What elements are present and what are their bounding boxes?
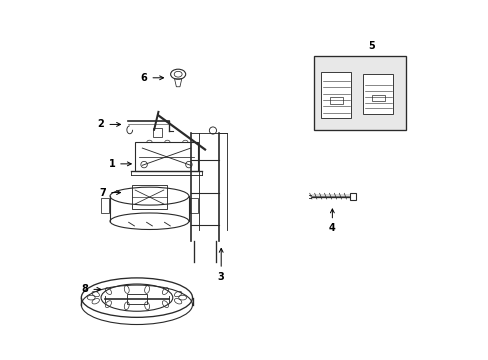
Text: 7: 7	[99, 188, 120, 198]
Text: 6: 6	[141, 73, 163, 83]
Text: 2: 2	[98, 120, 120, 129]
Text: 4: 4	[328, 209, 335, 233]
Text: 5: 5	[367, 41, 374, 50]
FancyBboxPatch shape	[314, 56, 405, 130]
Text: 3: 3	[217, 248, 224, 282]
FancyBboxPatch shape	[320, 72, 351, 118]
FancyBboxPatch shape	[362, 74, 392, 114]
Text: 1: 1	[108, 159, 131, 169]
Text: 8: 8	[81, 284, 101, 294]
